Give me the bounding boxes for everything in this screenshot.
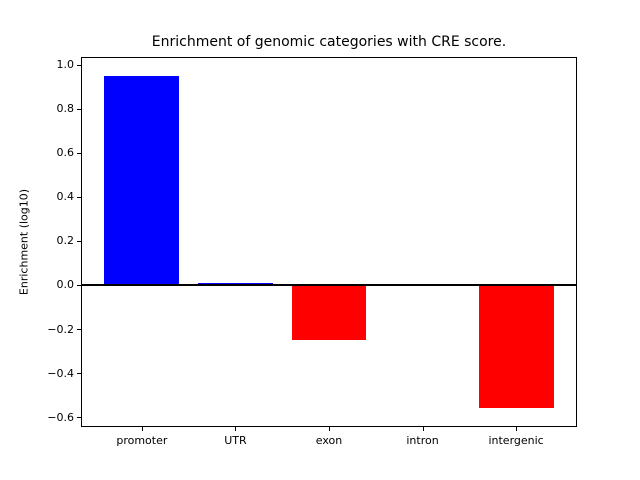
x-tick-label-promoter: promoter: [116, 434, 168, 447]
chart-title: Enrichment of genomic categories with CR…: [151, 34, 507, 50]
y-tick-label: 0.6: [56, 146, 75, 160]
x-tick-label-exon: exon: [315, 434, 343, 447]
y-tick-mark: [77, 417, 81, 418]
y-tick-mark: [77, 65, 81, 66]
y-tick-mark: [77, 109, 81, 110]
y-tick-label: −0.6: [47, 410, 74, 424]
x-tick-mark: [329, 427, 330, 431]
y-tick-label: 0.0: [56, 278, 75, 292]
y-tick-mark: [77, 373, 81, 374]
x-tick-label-intergenic: intergenic: [488, 434, 544, 447]
x-tick-label-UTR: UTR: [224, 434, 247, 447]
y-tick-mark: [77, 329, 81, 330]
x-tick-mark: [423, 427, 424, 431]
bar-promoter: [104, 75, 180, 285]
y-tick-mark: [77, 153, 81, 154]
y-tick-label: −0.2: [47, 322, 74, 336]
x-tick-mark: [142, 427, 143, 431]
x-tick-label-intron: intron: [406, 434, 439, 447]
zero-line: [82, 283, 576, 286]
plot-area: [81, 57, 577, 427]
y-tick-label: 0.8: [56, 102, 75, 116]
bar-intergenic: [478, 284, 554, 409]
y-tick-mark: [77, 197, 81, 198]
y-tick-label: −0.4: [47, 366, 74, 380]
x-tick-mark: [516, 427, 517, 431]
y-tick-mark: [77, 241, 81, 242]
bar-exon: [291, 284, 367, 341]
y-tick-label: 1.0: [56, 58, 75, 72]
y-tick-label: 0.4: [56, 190, 75, 204]
y-tick-label: 0.2: [56, 234, 75, 248]
y-tick-mark: [77, 285, 81, 286]
bar-UTR: [198, 282, 273, 285]
x-tick-mark: [235, 427, 236, 431]
